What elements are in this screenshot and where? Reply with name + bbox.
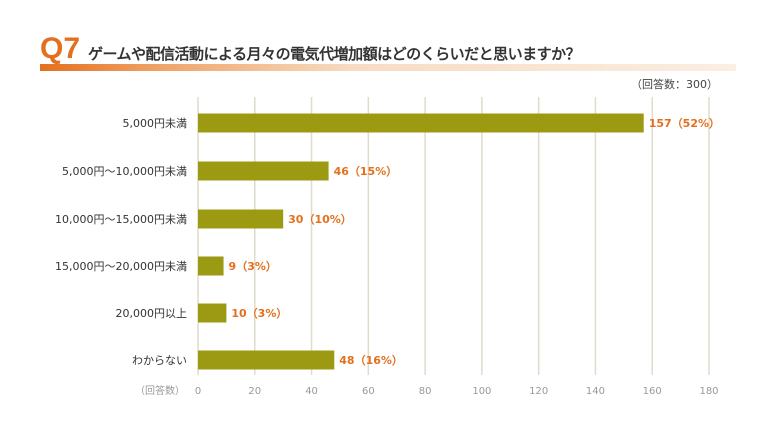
bar [198, 161, 329, 181]
x-tick-label: 120 [529, 386, 548, 397]
data-label: 9（3%） [229, 260, 277, 273]
x-tick-label: 140 [586, 386, 605, 397]
category-label: わからない [132, 354, 187, 367]
bar [198, 256, 224, 276]
data-label: 46（15%） [334, 165, 398, 178]
category-label: 20,000円以上 [116, 307, 188, 320]
data-label: 10（3%） [231, 307, 287, 320]
x-tick-label: 100 [472, 386, 491, 397]
question-number: Q7 [40, 32, 81, 65]
x-axis-title: （回答数） [135, 384, 185, 397]
x-tick-label: 0 [195, 386, 201, 397]
bar [198, 113, 644, 133]
sample-size-label: （回答数：300） [631, 78, 718, 91]
x-tick-label: 160 [643, 386, 662, 397]
question-title: ゲームや配信活動による月々の電気代増加額はどのくらいだと思いますか？ [88, 45, 581, 63]
category-label: 5,000円未満 [123, 117, 188, 130]
data-label: 30（10%） [288, 213, 352, 226]
bar [198, 303, 227, 323]
chart-header: Q7 ゲームや配信活動による月々の電気代増加額はどのくらいだと思いますか？ [0, 0, 768, 80]
x-tick-label: 180 [699, 386, 718, 397]
x-tick-label: 40 [305, 386, 318, 397]
category-label: 15,000円〜20,000円未満 [55, 260, 187, 273]
x-tick-label: 80 [419, 386, 432, 397]
category-label: 10,000円〜15,000円未満 [55, 213, 187, 226]
x-tick-label: 60 [362, 386, 375, 397]
data-label: 157（52%） [649, 117, 720, 130]
bar [198, 209, 284, 229]
title-underline [40, 64, 736, 71]
bar [198, 350, 335, 370]
category-label: 5,000円〜10,000円未満 [62, 165, 187, 178]
x-tick-label: 20 [248, 386, 261, 397]
data-label: 48（16%） [339, 354, 403, 367]
